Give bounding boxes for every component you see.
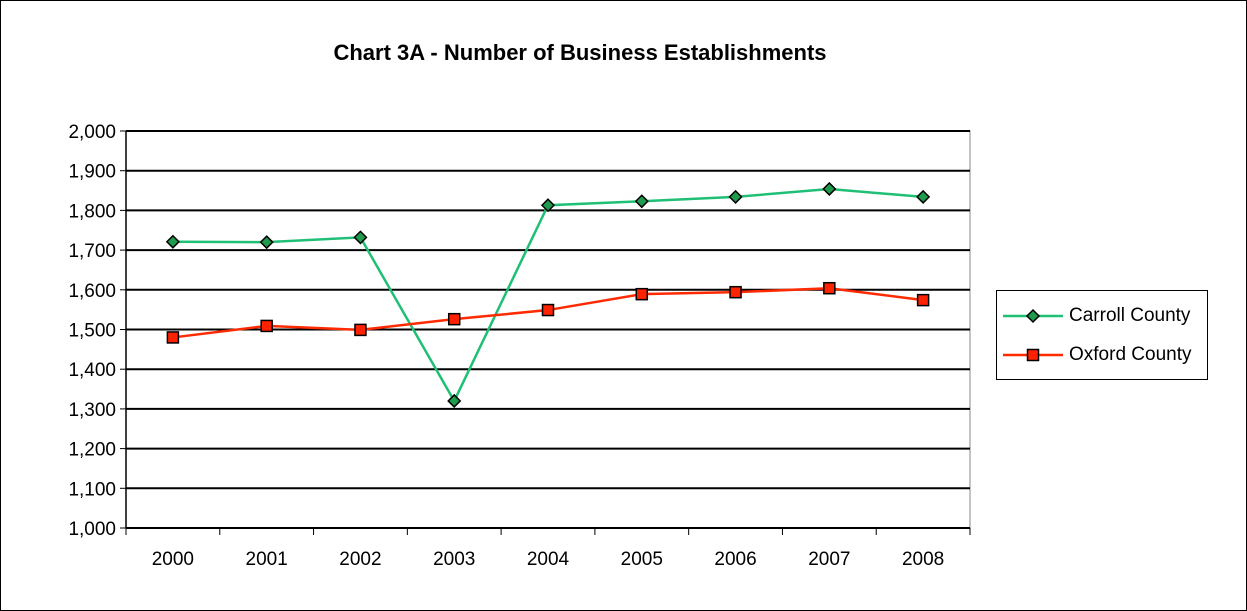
data-point-0 [634, 194, 649, 209]
y-tick-label: 1,100 [68, 479, 116, 500]
data-point-0 [540, 198, 556, 213]
x-tick-label: 2007 [808, 549, 850, 570]
y-tick-label: 1,400 [68, 360, 116, 381]
data-point-0 [353, 230, 368, 245]
x-tick-label: 2008 [902, 549, 944, 570]
x-tick-label: 2003 [433, 549, 475, 570]
chart-title: Chart 3A - Number of Business Establishm… [333, 40, 827, 65]
y-tick-label: 1,900 [68, 162, 116, 183]
x-tick-label: 2001 [246, 549, 288, 570]
x-tick-label: 2002 [339, 549, 381, 570]
legend-swatch-oxford [1003, 348, 1063, 362]
data-point-1 [916, 293, 930, 307]
data-point-0 [822, 181, 837, 197]
y-tick-label: 1,800 [68, 201, 116, 222]
x-tick-label: 2000 [152, 549, 194, 570]
data-point-1 [823, 281, 836, 295]
data-point-1 [541, 303, 555, 317]
data-point-0 [165, 234, 180, 249]
data-point-0 [728, 189, 743, 204]
x-tick-label: 2005 [621, 549, 663, 570]
y-tick-label: 1,000 [68, 519, 116, 540]
data-point-0 [447, 393, 462, 409]
data-point-0 [916, 189, 931, 204]
data-point-1 [354, 323, 367, 337]
y-tick-label: 1,500 [68, 321, 116, 342]
y-tick-label: 1,300 [68, 400, 116, 421]
data-point-1 [260, 319, 273, 333]
y-tick-label: 1,600 [68, 281, 116, 302]
legend-label-oxford: Oxford County [1069, 344, 1192, 365]
y-tick-label: 1,700 [68, 241, 116, 262]
data-point-1 [447, 312, 461, 326]
x-tick-label: 2006 [714, 549, 756, 570]
data-point-1 [166, 331, 180, 344]
legend-label-carroll: Carroll County [1069, 305, 1191, 326]
y-tick-label: 1,200 [68, 440, 116, 461]
legend: Carroll County Oxford County [996, 290, 1208, 380]
x-tick-label: 2004 [527, 549, 570, 570]
data-point-1 [729, 285, 742, 299]
legend-item-carroll: Carroll County [997, 303, 1207, 329]
legend-item-oxford: Oxford County [997, 342, 1207, 368]
data-point-1 [635, 287, 649, 301]
legend-swatch-carroll [1003, 308, 1063, 324]
data-point-0 [259, 235, 274, 250]
y-tick-label: 2,000 [68, 122, 116, 143]
